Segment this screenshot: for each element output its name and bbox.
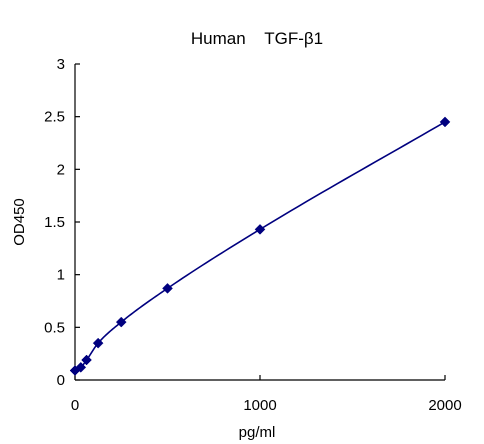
y-tick-label: 0.5 [44, 319, 65, 336]
chart-title: Human TGF-β1 [191, 29, 323, 48]
data-point-diamond [92, 337, 104, 349]
y-tick-label: 3 [57, 56, 65, 73]
x-tick-label: 0 [71, 397, 79, 414]
y-tick-label: 2 [57, 161, 65, 178]
x-tick-label: 1000 [243, 397, 276, 414]
y-tick-label: 2.5 [44, 109, 65, 126]
y-tick-label: 1 [57, 267, 65, 284]
data-point-diamond [81, 354, 92, 366]
data-point-diamond [439, 116, 451, 128]
fit-curve-layer [74, 121, 446, 372]
fit-curve [74, 121, 446, 372]
data-point-diamond [254, 224, 266, 235]
x-axis-label: pg/ml [239, 424, 276, 441]
y-tick-label: 0 [57, 372, 65, 389]
y-axis-label: OD450 [11, 198, 28, 246]
y-tick-label: 1.5 [44, 214, 65, 231]
data-point-diamond [115, 316, 127, 328]
data-point-diamond [75, 362, 87, 373]
data-point-diamond [162, 283, 173, 294]
x-tick-label: 2000 [428, 397, 461, 414]
axes: 0 0.5 1 1.5 2 2.5 3 0 1000 2000 [44, 56, 462, 414]
data-points [69, 116, 451, 376]
